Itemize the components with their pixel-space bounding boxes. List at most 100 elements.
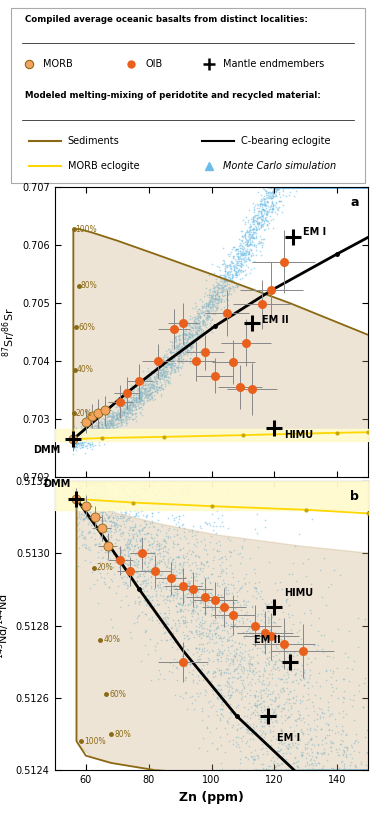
Point <box>103 428 109 441</box>
Point <box>281 181 287 194</box>
Point <box>283 181 289 194</box>
Point <box>77 481 83 494</box>
Point <box>270 190 276 203</box>
Point <box>105 524 111 537</box>
Point <box>273 181 279 194</box>
Point <box>355 764 361 777</box>
Point <box>193 548 199 562</box>
Point <box>145 550 151 563</box>
Point <box>280 188 286 201</box>
Point <box>83 426 89 439</box>
Point <box>92 423 98 436</box>
Point <box>337 764 343 777</box>
Point <box>265 604 271 617</box>
Point <box>323 764 329 777</box>
Point <box>364 764 370 777</box>
Point <box>297 615 303 628</box>
Point <box>278 723 284 736</box>
Point <box>143 495 149 508</box>
Point <box>96 430 102 443</box>
Point <box>359 764 365 777</box>
Point <box>251 262 257 275</box>
Point <box>81 427 87 440</box>
Point <box>76 428 82 441</box>
Point <box>340 764 346 777</box>
Point <box>108 502 114 515</box>
Point <box>263 214 269 227</box>
Point <box>98 528 104 541</box>
Point <box>272 199 278 212</box>
Point <box>359 181 365 194</box>
Point <box>112 509 118 522</box>
Point <box>228 689 234 702</box>
Point <box>320 764 326 777</box>
Point <box>164 365 170 378</box>
Point <box>255 206 261 219</box>
Point <box>354 181 360 194</box>
Point <box>246 221 252 234</box>
Point <box>332 181 338 194</box>
Point <box>114 408 120 421</box>
Point <box>193 315 199 328</box>
Point <box>142 626 148 639</box>
Point <box>80 496 86 509</box>
Point <box>261 206 267 219</box>
Point <box>331 181 337 194</box>
Point <box>221 301 227 314</box>
Point <box>216 291 222 304</box>
Point <box>214 649 220 662</box>
Point <box>87 440 93 453</box>
Point <box>271 205 277 218</box>
Point <box>343 764 349 777</box>
Point <box>181 324 187 337</box>
Point <box>282 181 288 194</box>
Point <box>80 434 86 447</box>
Point <box>100 430 106 443</box>
Point <box>185 578 191 591</box>
Point <box>287 685 293 698</box>
Point <box>149 374 155 387</box>
Point <box>340 181 346 194</box>
Point <box>203 320 209 333</box>
Point <box>176 328 182 341</box>
Point <box>265 764 271 777</box>
Point <box>208 314 214 327</box>
Point <box>79 435 85 448</box>
Point <box>337 764 343 777</box>
Point <box>76 425 82 438</box>
Point <box>329 764 335 777</box>
Point <box>352 181 358 194</box>
Point <box>307 764 313 777</box>
Point <box>282 181 288 194</box>
Point <box>270 201 276 214</box>
Point <box>285 742 291 755</box>
Point <box>262 710 268 723</box>
Point <box>118 412 124 425</box>
Point <box>304 181 310 194</box>
Point <box>94 479 100 492</box>
Point <box>174 662 180 675</box>
Point <box>185 337 191 350</box>
Point <box>98 425 104 438</box>
Point <box>124 408 130 421</box>
Point <box>223 764 229 777</box>
Point <box>128 474 134 487</box>
Point <box>157 581 163 594</box>
Point <box>202 297 208 311</box>
Point <box>182 628 188 641</box>
Point <box>314 181 320 194</box>
Point <box>283 596 289 609</box>
Point <box>85 518 91 531</box>
Point <box>335 764 341 777</box>
Point <box>188 596 194 609</box>
Point <box>83 488 89 501</box>
Point <box>343 181 349 194</box>
Point <box>194 589 200 602</box>
Point <box>103 417 109 430</box>
Point <box>312 181 318 194</box>
Point <box>85 431 91 444</box>
Point <box>165 611 171 624</box>
Point <box>196 321 202 334</box>
Point <box>276 181 282 194</box>
Point <box>192 694 198 707</box>
